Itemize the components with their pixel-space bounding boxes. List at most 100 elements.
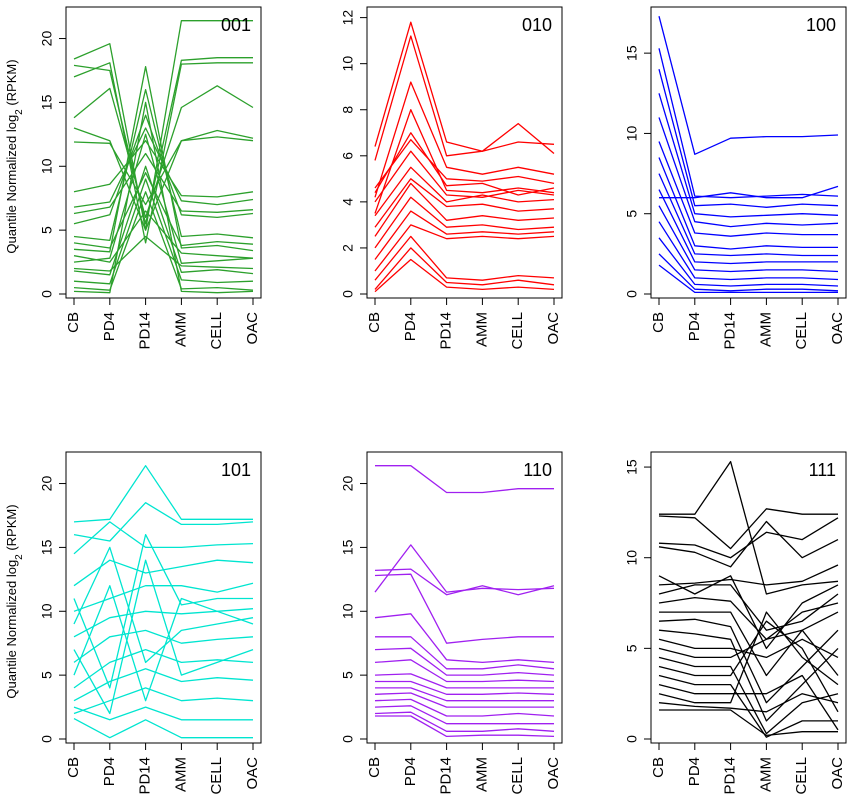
series-line (73, 57, 253, 225)
x-tick-label: PD4 (686, 757, 703, 786)
panel-label: 001 (221, 15, 251, 35)
series-line (658, 520, 839, 568)
y-tick-label: 10 (624, 550, 640, 566)
x-tick-label: CELL (509, 757, 526, 795)
series-line (73, 165, 254, 276)
x-tick-label: OAC (829, 312, 846, 345)
chart-panel-100: 100 0 5 10 15 CB PD4 PD14 AMM CELL OAC (624, 6, 847, 350)
x-tick-label: OAC (244, 757, 261, 790)
x-tick-label: PD14 (438, 312, 455, 350)
y-tick-label: 2 (340, 244, 356, 252)
series-line (658, 629, 839, 722)
series-line (374, 573, 554, 644)
series-line (374, 544, 555, 593)
plot-frame (65, 451, 262, 744)
series-line (658, 620, 839, 713)
series-group (374, 21, 555, 293)
y-tick-label: 10 (39, 158, 55, 174)
series-line (73, 502, 254, 542)
series-line (658, 157, 838, 250)
x-tick-label: CB (65, 312, 82, 333)
series-line (73, 136, 254, 206)
series-line (374, 224, 555, 272)
x-tick-label: CELL (793, 757, 810, 795)
series-line (374, 659, 555, 683)
x-tick-label: AMM (473, 312, 490, 347)
series-line (374, 613, 555, 664)
series-line (658, 596, 839, 640)
y-tick-label: 5 (624, 210, 640, 218)
series-line (658, 205, 839, 273)
x-tick-label: CB (650, 757, 667, 778)
series-line (73, 65, 254, 253)
series-line (658, 48, 839, 199)
y-tick-label: 10 (340, 56, 356, 72)
y-tick-label: 15 (624, 459, 640, 475)
x-tick-label: PD4 (402, 757, 419, 786)
y-tick-label: 4 (340, 198, 356, 206)
y-tick-label: 15 (340, 539, 356, 555)
y-tick-label: 15 (624, 45, 640, 61)
plot-frame (366, 451, 563, 744)
y-tick-label: 10 (624, 125, 640, 141)
series-line (73, 101, 254, 294)
y-tick-label: 20 (39, 31, 55, 47)
series-line (374, 166, 555, 217)
series-line (374, 258, 555, 293)
series-line (73, 608, 254, 638)
x-tick-label: AMM (172, 312, 189, 347)
series-line (658, 693, 839, 713)
y-tick-label: 5 (340, 671, 356, 679)
series-line (374, 210, 555, 260)
series-line (374, 673, 554, 689)
x-tick-label: PD14 (438, 757, 455, 795)
x-tick-label: CB (366, 312, 383, 333)
chart-panel-111: 111 0 5 10 15 CB PD4 PD14 AMM CELL OAC (624, 451, 847, 795)
y-tick-label: 20 (39, 476, 55, 492)
y-tick-label: 5 (624, 644, 640, 652)
y-tick-label: 10 (340, 603, 356, 619)
x-tick-label: CB (366, 757, 383, 778)
y-tick-label: 5 (39, 226, 55, 234)
series-group (658, 460, 839, 738)
series-line (658, 674, 838, 738)
x-tick-label: CELL (509, 312, 526, 350)
series-line (73, 210, 254, 263)
series-line (73, 465, 253, 523)
series-line (374, 705, 554, 725)
panel-label: 110 (523, 460, 552, 480)
series-line (374, 692, 554, 708)
series-line (375, 636, 555, 670)
plot-frame (366, 6, 563, 299)
series-line (374, 711, 555, 732)
y-tick-label: 20 (340, 476, 356, 492)
y-tick-label: 8 (340, 106, 356, 114)
series-line (659, 611, 839, 677)
y-tick-label: 5 (39, 671, 55, 679)
y-tick-label: 15 (39, 94, 55, 110)
series-line (73, 546, 254, 664)
y-tick-label: 0 (340, 290, 356, 298)
series-line (658, 141, 838, 237)
panel-label: 101 (221, 460, 251, 480)
y-tick-label: 0 (624, 735, 640, 743)
series-line (375, 465, 554, 494)
x-tick-label: CELL (208, 312, 225, 350)
series-line (658, 564, 839, 586)
y-tick-label: 6 (340, 152, 356, 160)
series-group (73, 20, 254, 294)
y-tick-label: 0 (624, 290, 640, 298)
series-line (658, 237, 839, 287)
series-group (374, 465, 555, 738)
series-line (73, 235, 254, 272)
series-group (73, 465, 254, 739)
series-line (658, 173, 838, 257)
series-line (73, 559, 254, 715)
series-line (73, 687, 254, 715)
plot-frame (65, 6, 262, 299)
series-line (375, 687, 554, 702)
series-line (658, 517, 839, 559)
series-line (658, 656, 839, 735)
panel-label: 111 (809, 460, 836, 480)
